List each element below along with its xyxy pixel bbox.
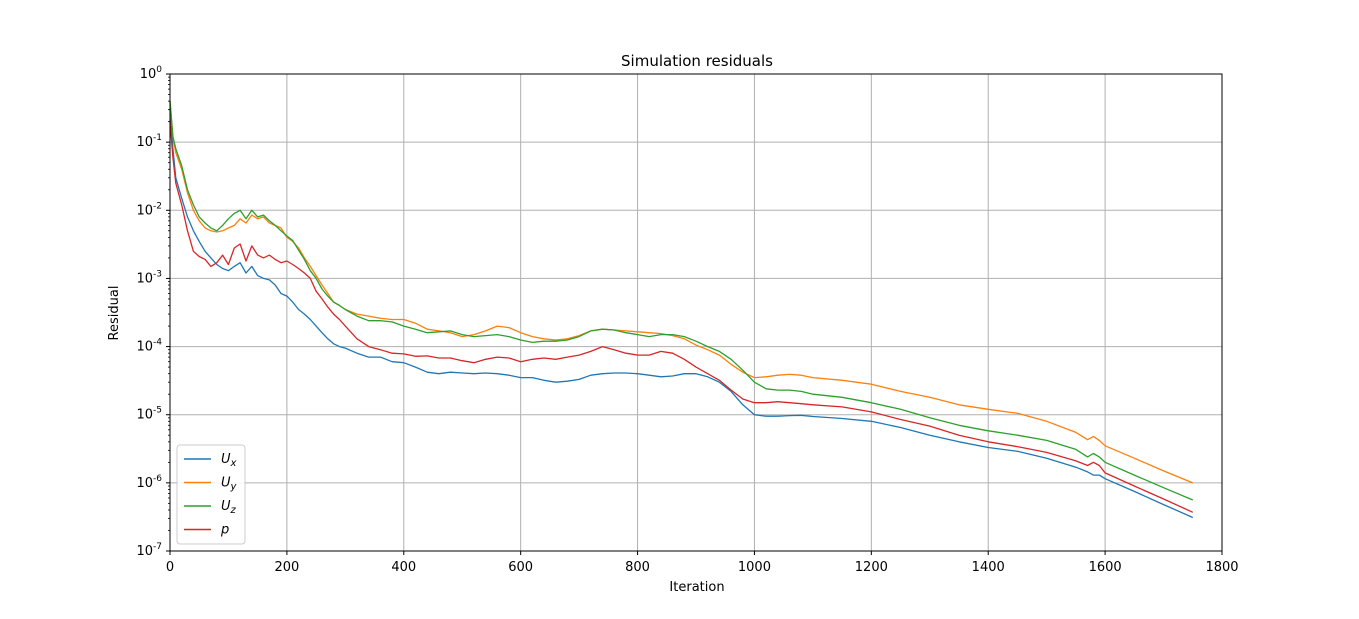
series-line-p <box>169 121 1194 513</box>
legend-label: p <box>220 523 229 538</box>
x-axis-label: Iteration <box>669 580 724 595</box>
y-tick-label: 10-3 <box>136 269 162 286</box>
y-tick-label: 100 <box>140 65 163 82</box>
y-axis: 10-7 10-6 10-5 10-4 10-3 10-2 10-1 100 <box>136 65 170 559</box>
grid <box>169 73 1223 552</box>
x-tick-label: 800 <box>625 560 650 575</box>
y-tick-label: 10-6 <box>136 474 162 491</box>
plot-frame <box>169 73 1223 552</box>
legend-label: Uy <box>221 476 238 493</box>
x-tick-label: 1400 <box>972 560 1005 575</box>
legend-box <box>176 444 246 545</box>
x-axis: 0 200 400 600 800 1000 1200 1400 1600 1800 <box>166 551 1239 575</box>
x-tick-label: 600 <box>508 560 533 575</box>
x-tick-label: 200 <box>274 560 299 575</box>
y-tick-label: 10-5 <box>136 406 162 423</box>
x-tick-label: 1600 <box>1089 560 1122 575</box>
y-axis-label: Residual <box>107 286 122 341</box>
x-tick-label: 1200 <box>855 560 888 575</box>
legend: Ux Uy Uz p <box>176 444 246 545</box>
x-tick-label: 400 <box>391 560 416 575</box>
series-line-Ux <box>169 109 1194 519</box>
chart-title: Simulation residuals <box>621 52 773 70</box>
y-tick-label: 10-4 <box>136 338 162 355</box>
x-tick-label: 0 <box>166 560 174 575</box>
x-tick-label: 1000 <box>738 560 771 575</box>
series-line-Uy <box>169 101 1194 484</box>
legend-label: Ux <box>221 452 237 469</box>
y-tick-label: 10-7 <box>136 542 162 559</box>
y-tick-label: 10-1 <box>136 133 162 150</box>
x-tick-label: 1800 <box>1205 560 1238 575</box>
y-tick-label: 10-2 <box>136 201 162 218</box>
series-line-Uz <box>169 101 1194 501</box>
legend-label: Uz <box>221 499 237 516</box>
plot-lines <box>169 101 1194 519</box>
